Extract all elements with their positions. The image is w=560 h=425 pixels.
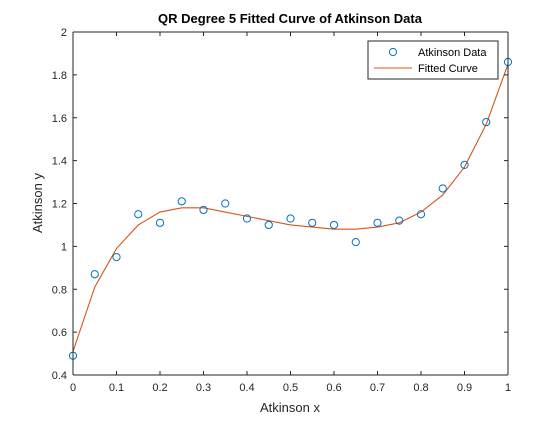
x-tick-label: 0.8 (413, 382, 428, 394)
data-point (373, 218, 382, 227)
x-tick-label: 0.3 (196, 382, 211, 394)
data-point (264, 220, 273, 230)
x-tick-label: 0.9 (457, 382, 472, 394)
data-point (221, 199, 230, 208)
x-tick-label: 0.1 (109, 382, 124, 394)
data-point (460, 160, 469, 170)
x-tick-label: 0.6 (326, 382, 341, 394)
fitted-curve-line (72, 63, 509, 352)
legend-entry: Atkinson Data (418, 47, 487, 59)
y-tick-label: 0.6 (52, 327, 67, 339)
plot-area (73, 32, 508, 375)
data-point (90, 270, 99, 279)
data-point (482, 117, 491, 127)
y-tick-label: 2 (61, 27, 67, 39)
x-tick-label: 1 (505, 382, 511, 394)
chart-title: QR Degree 5 Fitted Curve of Atkinson Dat… (158, 11, 423, 26)
legend: Atkinson Data Fitted Curve (367, 40, 499, 80)
axes: 0 0.1 0.2 0.3 0.4 0.5 0.6 0.7 0.8 0.9 1 0.4 0.6 0.8 1 1… (52, 27, 511, 394)
x-tick-label: 0 (70, 382, 76, 394)
data-point (416, 210, 426, 219)
y-tick-label: 0.4 (52, 370, 67, 382)
y-tick-label: 1.8 (52, 70, 67, 82)
legend-box (367, 40, 499, 80)
data-point (177, 197, 186, 206)
data-point (134, 210, 143, 219)
chart-marks (68, 57, 513, 360)
y-axis-label: Atkinson y (30, 173, 45, 233)
legend-marker-data (388, 47, 398, 57)
x-tick-label: 0.4 (239, 382, 254, 394)
x-tick-label: 0.7 (370, 382, 385, 394)
data-point (395, 216, 404, 225)
x-axis-label: Atkinson x (260, 400, 320, 415)
data-point (329, 220, 339, 230)
data-point (112, 252, 121, 262)
y-tick-label: 1.6 (52, 113, 67, 125)
x-tick-label: 0.5 (283, 382, 298, 394)
legend-entry: Fitted Curve (418, 63, 478, 75)
data-point (242, 214, 252, 223)
y-tick-label: 1.2 (52, 199, 67, 211)
y-tick-label: 0.8 (52, 284, 67, 296)
data-point (155, 218, 165, 227)
data-point (351, 237, 360, 247)
y-tick-label: 1.4 (52, 156, 67, 168)
data-point (199, 205, 208, 215)
x-tick-label: 0.2 (152, 382, 167, 394)
y-tick-label: 1 (61, 241, 67, 253)
data-point (286, 214, 295, 223)
data-point (308, 218, 317, 227)
data-point (438, 184, 447, 193)
